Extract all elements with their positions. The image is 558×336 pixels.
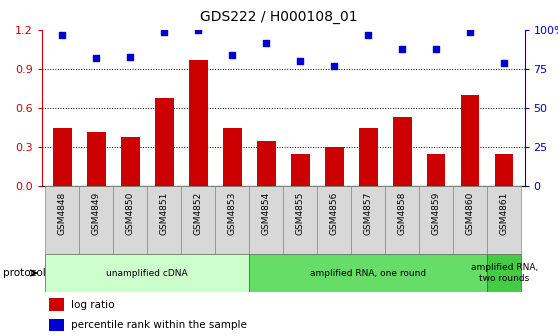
Text: GSM4853: GSM4853 — [228, 192, 237, 235]
Bar — [121, 137, 140, 186]
Text: GSM4860: GSM4860 — [465, 192, 475, 235]
Bar — [45, 186, 79, 254]
Bar — [257, 141, 276, 186]
Bar — [283, 186, 317, 254]
Bar — [359, 128, 378, 186]
Bar — [317, 186, 351, 254]
Bar — [487, 186, 521, 254]
Point — [398, 46, 407, 52]
Text: protocol: protocol — [3, 268, 46, 278]
Bar — [427, 154, 445, 186]
Bar — [249, 186, 283, 254]
Bar — [45, 254, 249, 292]
Bar — [87, 132, 105, 186]
Bar — [291, 154, 310, 186]
Text: percentile rank within the sample: percentile rank within the sample — [71, 320, 247, 330]
Text: amplified RNA,
two rounds: amplified RNA, two rounds — [470, 263, 538, 283]
Text: GSM4859: GSM4859 — [432, 192, 441, 235]
Bar — [147, 186, 181, 254]
Bar — [113, 186, 147, 254]
Bar — [487, 254, 521, 292]
Bar — [53, 128, 71, 186]
Text: GSM4852: GSM4852 — [194, 192, 203, 235]
Point — [194, 28, 203, 33]
Point — [466, 29, 475, 35]
Bar — [453, 186, 487, 254]
Point — [92, 56, 100, 61]
Point — [160, 29, 169, 35]
Bar — [351, 186, 385, 254]
Point — [296, 59, 305, 64]
Point — [364, 32, 373, 38]
Bar — [155, 98, 174, 186]
Bar — [215, 186, 249, 254]
Bar — [385, 186, 419, 254]
Bar — [79, 186, 113, 254]
Text: log ratio: log ratio — [71, 300, 114, 309]
Point — [58, 32, 67, 38]
Text: GSM4849: GSM4849 — [92, 192, 101, 235]
Text: GSM4851: GSM4851 — [160, 192, 169, 235]
Point — [126, 54, 134, 59]
Bar — [249, 254, 487, 292]
Text: GSM4855: GSM4855 — [296, 192, 305, 235]
Text: unamplified cDNA: unamplified cDNA — [107, 268, 188, 278]
Text: GSM4854: GSM4854 — [262, 192, 271, 235]
Point — [262, 40, 271, 45]
Text: amplified RNA, one round: amplified RNA, one round — [310, 268, 426, 278]
Text: GSM4857: GSM4857 — [364, 192, 373, 235]
Text: GSM4850: GSM4850 — [126, 192, 134, 235]
Point — [228, 52, 237, 58]
Point — [499, 60, 508, 66]
Text: GSM4858: GSM4858 — [398, 192, 407, 235]
Bar — [461, 95, 479, 186]
Bar — [495, 154, 513, 186]
Text: GSM4856: GSM4856 — [330, 192, 339, 235]
Point — [432, 46, 441, 52]
Bar — [49, 319, 64, 331]
Bar — [223, 128, 242, 186]
Text: GSM4848: GSM4848 — [57, 192, 67, 235]
Bar — [189, 60, 208, 186]
Text: GDS222 / H000108_01: GDS222 / H000108_01 — [200, 10, 358, 24]
Bar — [325, 148, 344, 186]
Bar — [49, 298, 64, 311]
Point — [330, 64, 339, 69]
Text: GSM4861: GSM4861 — [499, 192, 509, 235]
Bar — [419, 186, 453, 254]
Bar — [393, 118, 411, 186]
Bar — [181, 186, 215, 254]
